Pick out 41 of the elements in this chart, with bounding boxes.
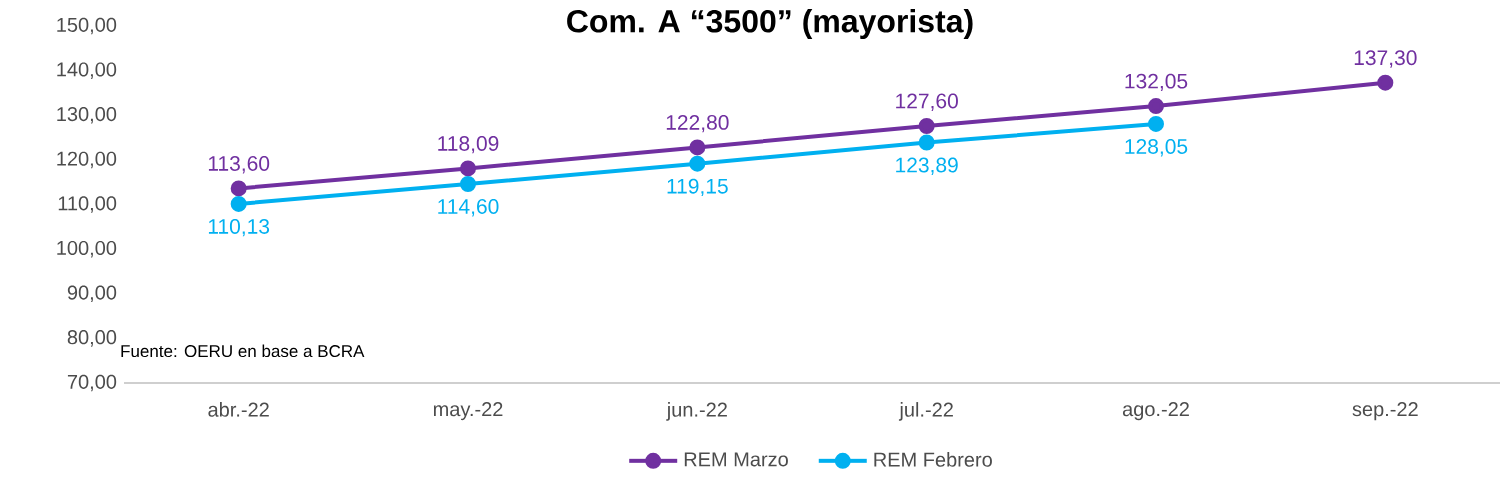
point (1377, 74, 1394, 91)
point (689, 139, 706, 156)
legend-label: REM Febrero (874, 452, 992, 467)
y-tick-label: 90,00 (67, 285, 117, 303)
y-tick-label: 130,00 (57, 107, 117, 124)
x-tick-label: ago.-22 (1122, 402, 1189, 421)
x-tick-label: jun.-22 (666, 402, 727, 421)
point (1147, 115, 1164, 132)
y-tick-label: 100,00 (57, 240, 117, 258)
point (918, 134, 935, 151)
y-tick-label: 150,00 (57, 17, 117, 35)
y-tick-label: 110,00 (58, 196, 117, 213)
x-tick-label: sep.-22 (1352, 402, 1418, 421)
data-label: 110,13 (208, 219, 270, 237)
data-label: 127,60 (896, 93, 958, 111)
point (230, 195, 247, 212)
x-tick-label: jul.-22 (898, 402, 953, 421)
chart-title: Com. A “3500” (mayorista) (567, 9, 973, 39)
point (460, 160, 477, 177)
point (460, 175, 477, 192)
data-label: 114,60 (438, 199, 499, 217)
data-label: 137,30 (1354, 50, 1417, 68)
y-tick-label: 120,00 (57, 151, 117, 169)
data-label: 119,15 (667, 178, 728, 197)
data-label: 132,05 (1125, 73, 1188, 92)
data-label: 122,80 (666, 114, 729, 133)
point (230, 180, 247, 197)
x-tick-label: may.-22 (433, 402, 503, 421)
y-tick-label: 140,00 (57, 62, 117, 79)
data-label: 128,05 (1125, 139, 1188, 157)
y-tick-label: 70,00 (67, 374, 117, 392)
legend-label: REM Marzo (684, 452, 788, 467)
annotation: Fuente: OERU en base a BCRA (121, 344, 365, 358)
data-label: 123,89 (896, 157, 958, 175)
point (918, 117, 935, 134)
point (689, 155, 706, 172)
point (1147, 98, 1164, 115)
data-label: 113,60 (208, 156, 270, 174)
data-label: 118,09 (438, 136, 499, 154)
y-tick-label: 80,00 (67, 330, 117, 347)
x-tick-label: abr.-22 (208, 402, 269, 417)
